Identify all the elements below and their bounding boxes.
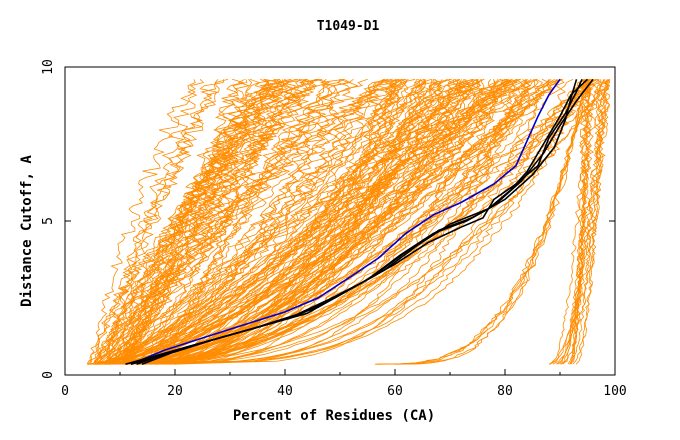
background-model-curve	[548, 79, 610, 365]
background-model-curve	[124, 78, 261, 365]
background-model-curve	[98, 79, 433, 365]
background-model-curve	[145, 78, 519, 365]
background-model-curve	[148, 78, 452, 365]
background-model-curve	[103, 79, 269, 365]
background-model-curve	[108, 79, 248, 365]
background-model-curve	[105, 79, 224, 365]
background-model-curve	[103, 79, 588, 365]
background-model-curve	[97, 78, 473, 365]
black-model-3-line	[141, 78, 589, 365]
background-model-curve	[123, 79, 465, 365]
background-model-curve	[126, 78, 513, 365]
background-model-curve	[109, 78, 314, 365]
background-model-curve	[93, 79, 196, 365]
x-tick-label: 0	[61, 384, 69, 399]
background-model-curve	[87, 78, 535, 365]
black-model-4-line	[130, 78, 594, 365]
x-tick-label: 40	[277, 384, 293, 399]
background-models-layer	[86, 78, 611, 365]
y-tick-label: 10	[41, 59, 56, 75]
background-model-curve	[376, 79, 592, 365]
background-model-curve	[108, 79, 205, 365]
background-model-curve	[124, 78, 464, 365]
background-model-curve	[550, 78, 591, 365]
background-model-curve	[99, 78, 425, 365]
background-model-curve	[98, 78, 474, 365]
background-model-curve	[96, 79, 501, 365]
background-model-curve	[100, 78, 479, 365]
background-model-curve	[567, 79, 593, 365]
background-model-curve	[153, 79, 483, 365]
background-model-curve	[374, 79, 589, 365]
background-model-curve	[111, 79, 285, 365]
background-model-curve	[569, 79, 602, 365]
background-model-curve	[150, 78, 538, 365]
background-model-curve	[97, 78, 562, 365]
background-model-curve	[107, 78, 443, 365]
chart-title: T1049-D1	[317, 19, 380, 34]
background-model-curve	[94, 79, 465, 365]
background-model-curve	[124, 79, 288, 365]
x-tick-label: 80	[497, 384, 513, 399]
background-model-curve	[123, 78, 351, 365]
background-model-curve	[96, 79, 504, 365]
background-model-curve	[376, 79, 590, 365]
background-model-curve	[109, 78, 403, 365]
background-model-curve	[95, 79, 479, 365]
background-model-curve	[95, 79, 283, 365]
x-axis-label: Percent of Residues (CA)	[233, 408, 435, 424]
background-model-curve	[117, 78, 245, 365]
background-model-curve	[111, 78, 511, 365]
y-tick-label: 5	[41, 217, 56, 225]
background-model-curve	[162, 79, 405, 365]
background-model-curve	[144, 78, 537, 365]
background-model-curve	[114, 78, 507, 365]
background-model-curve	[88, 79, 408, 365]
background-model-curve	[171, 79, 590, 365]
background-model-curve	[117, 78, 368, 365]
background-model-curve	[87, 78, 292, 365]
background-model-curve	[138, 79, 585, 365]
x-tick-label: 60	[387, 384, 403, 399]
axis-ticks: 0 20 40 60 80 100 0 5 10	[41, 59, 627, 399]
background-model-curve	[127, 78, 323, 365]
background-model-curve	[128, 78, 407, 365]
background-model-curve	[569, 79, 589, 365]
y-tick-label: 0	[41, 371, 56, 379]
y-axis-label: Distance Cutoff, A	[19, 155, 35, 307]
background-model-curve	[102, 78, 518, 365]
background-model-curve	[120, 78, 296, 365]
highlight-models-layer	[125, 78, 594, 365]
background-model-curve	[128, 79, 397, 365]
background-model-curve	[100, 79, 496, 365]
x-tick-label: 20	[167, 384, 183, 399]
background-model-curve	[108, 79, 384, 365]
background-model-curve	[99, 79, 459, 365]
background-model-curve	[153, 78, 385, 365]
background-model-curve	[98, 79, 539, 365]
background-model-curve	[572, 79, 610, 365]
background-model-curve	[109, 78, 451, 365]
x-tick-label: 100	[603, 384, 626, 399]
background-model-curve	[379, 79, 588, 365]
background-model-curve	[139, 78, 532, 365]
background-model-curve	[111, 79, 589, 365]
blue-model-line	[130, 78, 561, 365]
